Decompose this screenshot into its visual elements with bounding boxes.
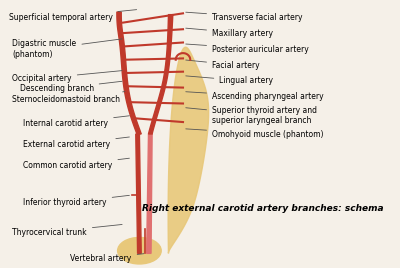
Text: Transverse facial artery: Transverse facial artery xyxy=(186,12,302,22)
Text: Sternocleidomastoid branch: Sternocleidomastoid branch xyxy=(12,92,125,104)
Text: Descending branch: Descending branch xyxy=(20,81,122,94)
Text: Digastric muscle
(phantom): Digastric muscle (phantom) xyxy=(12,39,122,59)
Polygon shape xyxy=(136,134,141,253)
Text: Occipital artery: Occipital artery xyxy=(12,70,122,83)
Text: Inferior thyroid artery: Inferior thyroid artery xyxy=(23,195,129,207)
Text: Omohyoid muscle (phantom): Omohyoid muscle (phantom) xyxy=(186,129,324,139)
Text: Thyrocervical trunk: Thyrocervical trunk xyxy=(12,225,122,237)
Polygon shape xyxy=(147,134,152,253)
Polygon shape xyxy=(148,15,173,134)
Text: Right external carotid artery branches: schema: Right external carotid artery branches: … xyxy=(142,204,384,213)
Text: Lingual artery: Lingual artery xyxy=(186,76,273,85)
Text: Superficial temporal artery: Superficial temporal artery xyxy=(9,10,137,22)
Text: Posterior auricular artery: Posterior auricular artery xyxy=(186,44,309,54)
Text: Common carotid artery: Common carotid artery xyxy=(23,158,129,170)
Text: Internal carotid artery: Internal carotid artery xyxy=(23,116,129,128)
Text: Vertebral artery: Vertebral artery xyxy=(70,254,144,263)
Text: Ascending pharyngeal artery: Ascending pharyngeal artery xyxy=(186,92,324,101)
Text: Facial artery: Facial artery xyxy=(186,60,260,69)
Text: Maxillary artery: Maxillary artery xyxy=(186,28,273,38)
Polygon shape xyxy=(168,47,209,253)
Text: Superior thyroid artery and
superior laryngeal branch: Superior thyroid artery and superior lar… xyxy=(186,106,317,125)
Ellipse shape xyxy=(118,237,161,264)
Polygon shape xyxy=(117,12,141,134)
Text: External carotid artery: External carotid artery xyxy=(23,137,129,149)
